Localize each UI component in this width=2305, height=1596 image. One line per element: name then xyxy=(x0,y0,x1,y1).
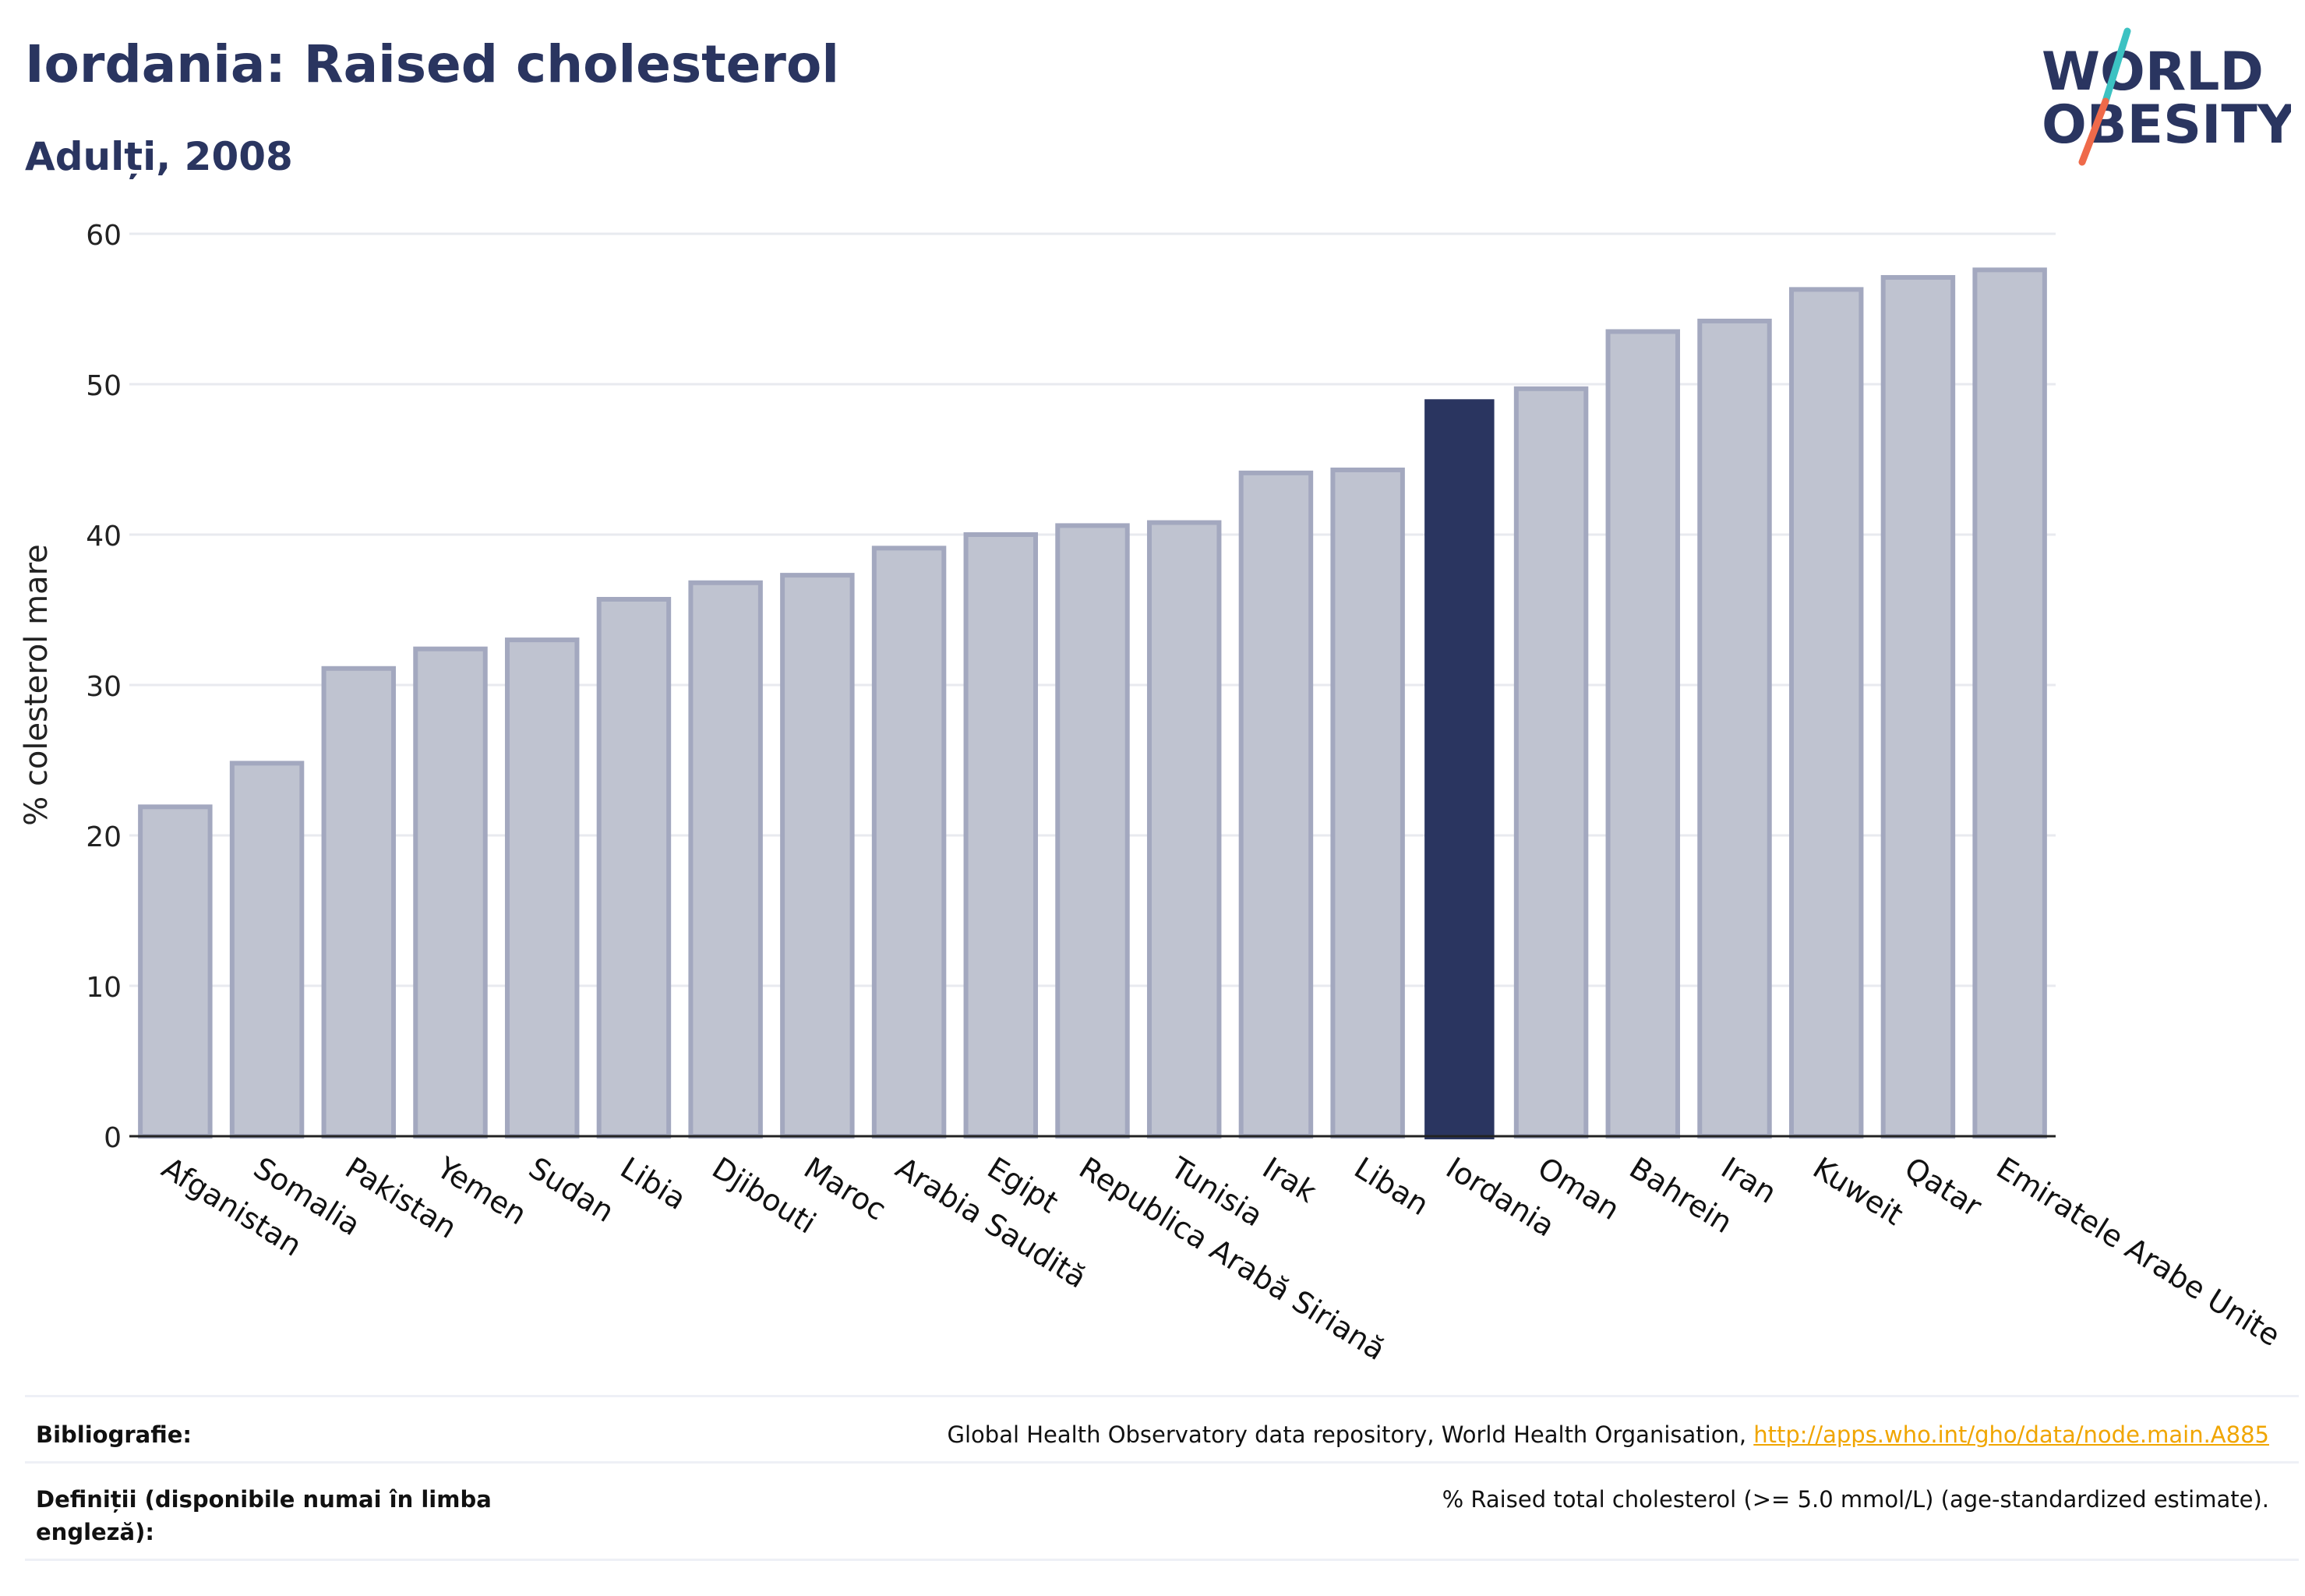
footer-divider-bottom xyxy=(25,1559,2299,1561)
y-tick-label: 50 xyxy=(86,370,122,402)
y-tick-label: 0 xyxy=(104,1122,122,1154)
y-tick-label: 60 xyxy=(86,220,122,252)
page-title: Iordania: Raised cholesterol xyxy=(25,34,839,94)
footer-divider-top xyxy=(25,1395,2299,1397)
footer-divider-middle xyxy=(25,1461,2299,1464)
y-tick-label: 40 xyxy=(86,521,122,553)
x-tick-label: Iran xyxy=(1715,1150,1782,1210)
bar-bahrein[interactable] xyxy=(1605,329,1681,1139)
bibliography-value: Global Health Observatory data repositor… xyxy=(948,1418,2269,1451)
bibliography-link[interactable]: http://apps.who.int/gho/data/node.main.A… xyxy=(1753,1421,2269,1448)
bar-iordania[interactable] xyxy=(1424,399,1495,1139)
definitions-value: % Raised total cholesterol (>= 5.0 mmol/… xyxy=(1442,1486,2269,1513)
y-axis-ticks: 0 10 20 30 40 50 60 xyxy=(86,220,122,1154)
bar-egipt[interactable] xyxy=(963,532,1039,1139)
bar-libia[interactable] xyxy=(596,596,672,1139)
bar-afganistan[interactable] xyxy=(138,804,213,1139)
bar-somalia[interactable] xyxy=(229,761,305,1139)
bar-emiratele-arabe-unite[interactable] xyxy=(1972,267,2047,1139)
bar-kuweit[interactable] xyxy=(1788,287,1864,1139)
definitions-label: Definiții (disponibile numai în limba en… xyxy=(36,1486,492,1545)
bars xyxy=(138,267,2047,1139)
bar-qatar[interactable] xyxy=(1880,274,1956,1139)
bar-pakistan[interactable] xyxy=(321,666,397,1139)
bibliography-text: Global Health Observatory data repositor… xyxy=(947,1421,1754,1448)
logo-slash-top xyxy=(2102,27,2131,105)
x-tick-label: Emiratele Arabe Unite xyxy=(1990,1150,2286,1353)
logo-text-obesity: OBESITY xyxy=(2042,94,2291,156)
x-axis-ticks: AfganistanSomaliaPakistanYemenSudanLibia… xyxy=(156,1150,2286,1367)
y-tick-label: 30 xyxy=(86,671,122,703)
y-axis-label: % colesterol mare xyxy=(19,544,55,826)
y-tick-label: 20 xyxy=(86,821,122,853)
page-subtitle: Adulți, 2008 xyxy=(25,134,293,179)
logo-slash-bottom xyxy=(2078,97,2109,166)
x-tick-label: Liban xyxy=(1348,1150,1435,1222)
x-tick-label: Libia xyxy=(615,1150,692,1216)
x-tick-label: Qatar xyxy=(1899,1150,1988,1223)
bar-tunisia[interactable] xyxy=(1146,520,1222,1139)
bar-republica-arabă-siriană[interactable] xyxy=(1055,523,1130,1139)
bar-iran[interactable] xyxy=(1697,318,1772,1139)
bar-yemen[interactable] xyxy=(413,646,488,1139)
logo-text-world: WORLD xyxy=(2042,41,2264,103)
x-tick-label: Djibouti xyxy=(706,1150,821,1240)
bar-maroc[interactable] xyxy=(780,573,855,1139)
y-tick-label: 10 xyxy=(86,972,122,1004)
x-tick-label: Kuweit xyxy=(1807,1150,1909,1232)
x-tick-label: Irak xyxy=(1257,1150,1322,1209)
bar-irak[interactable] xyxy=(1238,470,1314,1139)
bar-oman[interactable] xyxy=(1513,386,1589,1139)
bar-arabia-saudită[interactable] xyxy=(871,546,947,1139)
bar-chart: 0 10 20 30 40 50 60 AfganistanSomaliaPakistanY… xyxy=(19,220,2286,1367)
x-tick-label: Bahrein xyxy=(1624,1150,1738,1240)
x-tick-label: Sudan xyxy=(523,1150,620,1229)
bar-liban[interactable] xyxy=(1330,468,1405,1139)
bar-djibouti[interactable] xyxy=(688,580,763,1139)
bibliography-label: Bibliografie: xyxy=(36,1421,192,1448)
world-obesity-logo: WORLD OBESITY xyxy=(2042,27,2291,166)
bar-sudan[interactable] xyxy=(504,637,580,1139)
